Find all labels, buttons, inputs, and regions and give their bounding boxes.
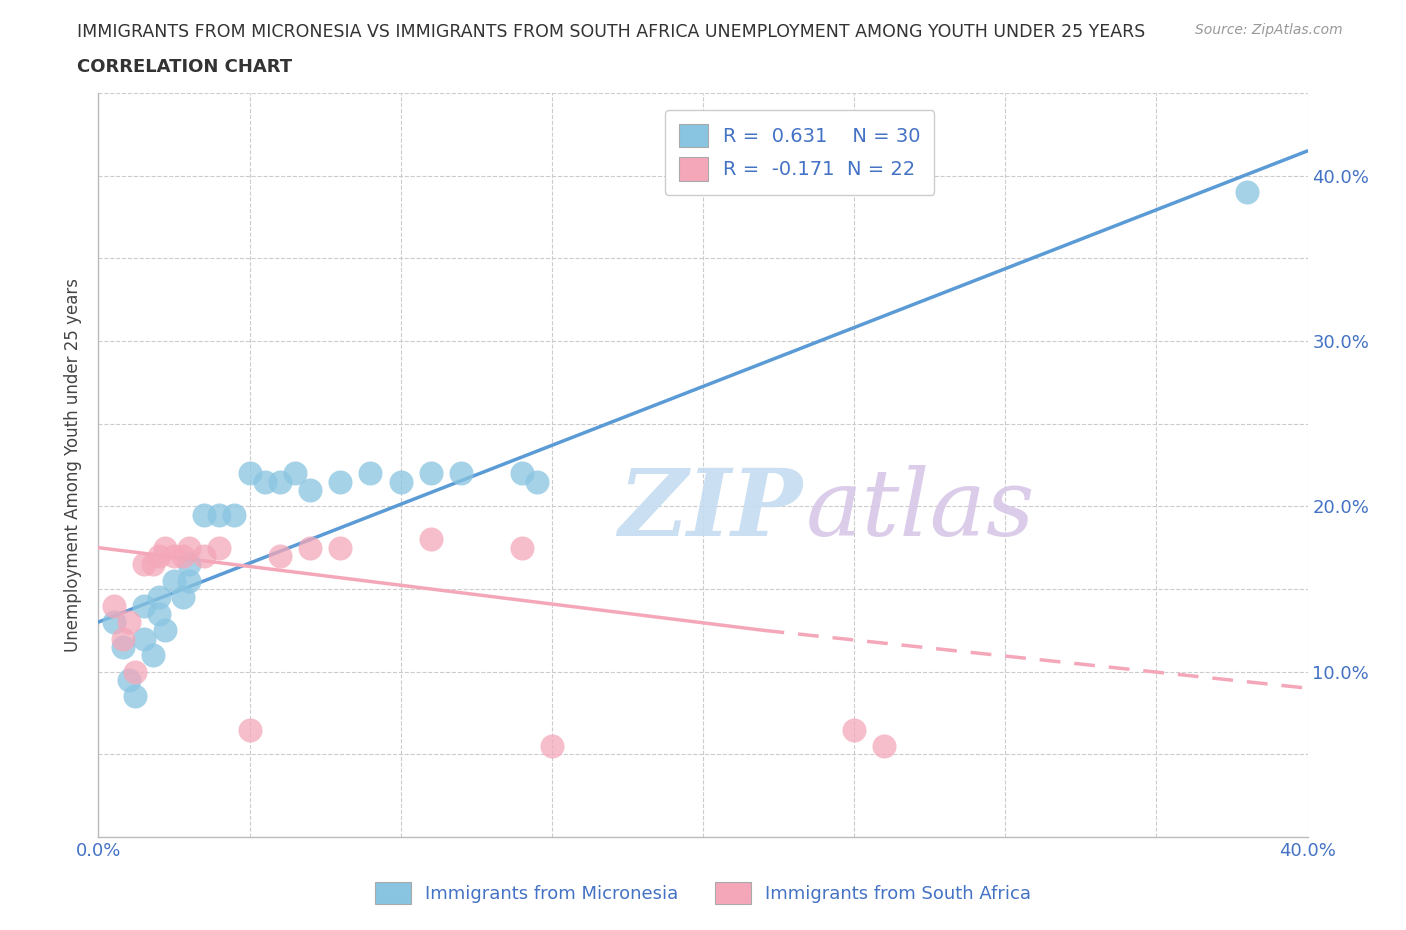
Point (148, 590, 170, 604)
Point (299, 483, 322, 498)
Point (132, 631, 155, 646)
Point (329, 474, 352, 489)
Point (269, 549, 291, 564)
Point (142, 647, 165, 662)
Point (360, 466, 382, 481)
Point (526, 474, 548, 489)
Point (253, 474, 276, 489)
Point (873, 738, 896, 753)
Point (510, 540, 533, 555)
Point (172, 590, 194, 604)
Point (118, 672, 141, 687)
Text: CORRELATION CHART: CORRELATION CHART (77, 58, 292, 75)
Point (148, 549, 170, 564)
Point (142, 557, 165, 572)
Point (103, 598, 125, 613)
Point (299, 540, 322, 555)
Point (1236, 185, 1258, 200)
Point (153, 540, 176, 555)
Point (118, 615, 141, 630)
Point (163, 549, 186, 564)
Point (148, 606, 170, 621)
Point (124, 689, 146, 704)
Point (329, 540, 352, 555)
Point (132, 598, 155, 613)
Point (193, 507, 215, 522)
Legend: R =  0.631    N = 30, R =  -0.171  N = 22: R = 0.631 N = 30, R = -0.171 N = 22 (665, 110, 935, 194)
Point (153, 623, 176, 638)
Text: ZIP: ZIP (619, 465, 803, 554)
Point (193, 549, 215, 564)
Point (179, 540, 201, 555)
Text: atlas: atlas (806, 465, 1035, 554)
Legend: Immigrants from Micronesia, Immigrants from South Africa: Immigrants from Micronesia, Immigrants f… (367, 875, 1039, 911)
Point (450, 466, 472, 481)
Point (239, 722, 262, 737)
Text: Source: ZipAtlas.com: Source: ZipAtlas.com (1195, 23, 1343, 37)
Point (239, 466, 262, 481)
Point (124, 664, 146, 679)
Point (172, 549, 194, 564)
Point (132, 557, 155, 572)
Point (540, 738, 562, 753)
Point (510, 466, 533, 481)
Point (420, 532, 443, 547)
Point (208, 507, 231, 522)
Point (389, 474, 412, 489)
Point (208, 540, 231, 555)
Point (224, 507, 246, 522)
Text: IMMIGRANTS FROM MICRONESIA VS IMMIGRANTS FROM SOUTH AFRICA UNEMPLOYMENT AMONG YO: IMMIGRANTS FROM MICRONESIA VS IMMIGRANTS… (77, 23, 1146, 41)
Point (420, 466, 443, 481)
Point (269, 474, 291, 489)
Point (111, 640, 134, 655)
Point (844, 722, 866, 737)
Point (179, 557, 201, 572)
Y-axis label: Unemployment Among Youth under 25 years: Unemployment Among Youth under 25 years (65, 278, 83, 652)
Point (179, 573, 201, 588)
Point (163, 573, 186, 588)
Point (103, 615, 125, 630)
Point (111, 631, 134, 646)
Point (284, 466, 307, 481)
